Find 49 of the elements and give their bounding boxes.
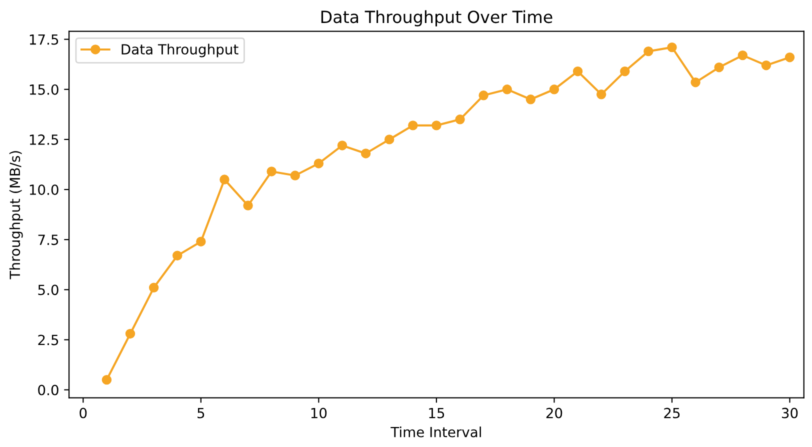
y-tick-label: 15.0 bbox=[30, 84, 58, 95]
point bbox=[360, 148, 371, 158]
point bbox=[455, 114, 465, 124]
legend-label: Data Throughput bbox=[122, 44, 238, 58]
y-tick-label: 2.5 bbox=[38, 334, 58, 346]
chart-title: Data Throughput Over Time bbox=[321, 10, 552, 26]
point bbox=[290, 170, 300, 180]
point bbox=[690, 78, 700, 88]
point bbox=[408, 120, 418, 130]
point bbox=[266, 166, 276, 176]
point bbox=[644, 46, 654, 56]
point bbox=[549, 84, 560, 94]
point bbox=[337, 140, 348, 150]
point bbox=[243, 200, 253, 210]
x-tick-label: 5 bbox=[198, 408, 204, 418]
y-tick-label: 7.5 bbox=[38, 234, 58, 246]
x-tick-label: 25 bbox=[664, 408, 680, 418]
point bbox=[220, 174, 230, 184]
x-tick-label: 20 bbox=[546, 408, 562, 418]
point bbox=[738, 50, 748, 60]
point bbox=[314, 158, 324, 168]
point bbox=[761, 60, 772, 70]
x-tick-label: 15 bbox=[429, 408, 444, 418]
point bbox=[596, 90, 606, 100]
x-tick-label: 0 bbox=[80, 408, 87, 418]
y-axis-title: Throughput (MB/s) bbox=[9, 151, 23, 280]
point bbox=[102, 374, 112, 385]
point bbox=[384, 134, 394, 144]
point bbox=[172, 250, 182, 260]
x-axis-title: Time Interval bbox=[390, 426, 481, 438]
point bbox=[478, 90, 488, 100]
y-tick-label: 5.0 bbox=[38, 284, 58, 296]
point bbox=[526, 94, 536, 104]
point bbox=[572, 66, 583, 76]
y-tick-label: 10.0 bbox=[30, 184, 58, 195]
point bbox=[148, 282, 159, 293]
point bbox=[667, 42, 677, 52]
point bbox=[125, 328, 136, 339]
x-tick-label: 10 bbox=[311, 408, 327, 418]
x-tick-label: 30 bbox=[782, 408, 798, 418]
point bbox=[784, 52, 795, 62]
y-tick-label: 17.5 bbox=[30, 34, 58, 45]
point bbox=[620, 66, 630, 76]
point bbox=[196, 236, 206, 246]
point bbox=[432, 120, 442, 130]
point bbox=[502, 84, 512, 94]
y-tick-label: 0.0 bbox=[38, 384, 58, 396]
point bbox=[714, 62, 724, 72]
y-tick-label: 12.5 bbox=[30, 134, 58, 145]
